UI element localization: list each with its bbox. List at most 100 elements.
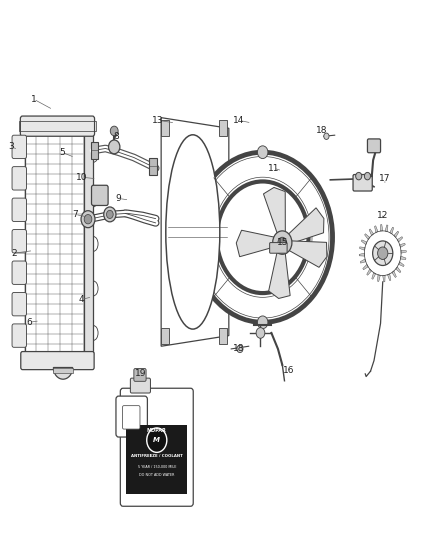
FancyBboxPatch shape	[134, 368, 146, 381]
Text: 15: 15	[276, 238, 288, 247]
Bar	[149, 158, 156, 174]
Text: 19: 19	[134, 369, 146, 378]
FancyBboxPatch shape	[12, 198, 26, 222]
FancyBboxPatch shape	[123, 406, 140, 429]
Polygon shape	[361, 240, 367, 245]
Bar	[25, 134, 84, 354]
Circle shape	[147, 428, 167, 453]
Polygon shape	[385, 225, 388, 232]
FancyBboxPatch shape	[20, 116, 95, 136]
Polygon shape	[264, 188, 285, 237]
Circle shape	[196, 157, 329, 318]
Text: 5 YEAR / 150,000 MILE: 5 YEAR / 150,000 MILE	[138, 465, 176, 469]
Text: 9: 9	[116, 194, 121, 203]
Circle shape	[324, 133, 329, 140]
Polygon shape	[390, 227, 394, 234]
FancyBboxPatch shape	[270, 243, 287, 253]
Polygon shape	[399, 243, 405, 247]
FancyBboxPatch shape	[116, 396, 148, 437]
Polygon shape	[388, 274, 391, 281]
Polygon shape	[400, 256, 406, 260]
Circle shape	[109, 140, 120, 154]
Circle shape	[193, 152, 332, 322]
Polygon shape	[383, 276, 385, 282]
Polygon shape	[401, 251, 406, 253]
Bar	[127, 425, 187, 494]
Polygon shape	[363, 264, 368, 270]
FancyBboxPatch shape	[12, 324, 26, 348]
Circle shape	[81, 211, 95, 228]
Text: 3: 3	[9, 142, 14, 151]
Polygon shape	[286, 208, 324, 245]
Text: 6: 6	[26, 318, 32, 327]
Text: 5: 5	[59, 148, 65, 157]
Text: 11: 11	[268, 164, 279, 173]
Bar	[84, 134, 93, 354]
Circle shape	[273, 231, 292, 254]
Circle shape	[237, 345, 243, 353]
Circle shape	[213, 177, 312, 297]
Text: 7: 7	[72, 210, 78, 219]
Circle shape	[378, 247, 388, 260]
Circle shape	[84, 214, 92, 224]
Text: DO NOT ADD WATER: DO NOT ADD WATER	[139, 473, 174, 477]
FancyBboxPatch shape	[123, 406, 140, 429]
Polygon shape	[369, 229, 374, 236]
FancyBboxPatch shape	[12, 293, 26, 316]
Circle shape	[256, 328, 265, 338]
Polygon shape	[161, 118, 229, 346]
FancyBboxPatch shape	[12, 261, 26, 285]
Polygon shape	[364, 234, 370, 240]
FancyBboxPatch shape	[367, 139, 381, 153]
Text: 2: 2	[11, 249, 17, 258]
Bar	[91, 142, 99, 159]
Text: 8: 8	[113, 132, 119, 141]
Text: 12: 12	[377, 212, 389, 221]
Text: ANTIFREEZE / COOLANT: ANTIFREEZE / COOLANT	[131, 454, 183, 458]
Polygon shape	[394, 231, 399, 237]
FancyBboxPatch shape	[120, 388, 193, 506]
Text: MOPAR: MOPAR	[147, 428, 166, 433]
Text: 4: 4	[79, 295, 84, 304]
Bar	[219, 120, 227, 136]
Polygon shape	[372, 272, 376, 279]
Polygon shape	[380, 224, 383, 231]
Text: 1: 1	[31, 94, 36, 103]
Polygon shape	[392, 271, 396, 278]
Text: M: M	[153, 437, 160, 443]
Circle shape	[104, 207, 116, 222]
Bar	[53, 368, 73, 373]
Circle shape	[364, 172, 371, 180]
Bar	[19, 122, 96, 131]
Ellipse shape	[166, 135, 220, 329]
Bar	[161, 328, 169, 344]
Wedge shape	[53, 368, 73, 379]
Bar	[219, 328, 227, 344]
Circle shape	[258, 316, 268, 329]
Circle shape	[106, 211, 113, 219]
Polygon shape	[396, 267, 401, 273]
Text: 14: 14	[233, 116, 244, 125]
Text: 16: 16	[283, 366, 295, 375]
Polygon shape	[399, 262, 404, 266]
FancyBboxPatch shape	[12, 167, 26, 190]
Text: 10: 10	[76, 173, 87, 182]
Text: 13: 13	[152, 116, 164, 125]
Circle shape	[356, 172, 362, 180]
Polygon shape	[286, 241, 327, 268]
FancyBboxPatch shape	[21, 352, 94, 369]
Polygon shape	[360, 247, 365, 251]
Circle shape	[258, 146, 268, 159]
FancyBboxPatch shape	[353, 174, 372, 191]
FancyBboxPatch shape	[131, 378, 150, 393]
Polygon shape	[378, 275, 380, 281]
Polygon shape	[359, 253, 364, 256]
Text: 18: 18	[316, 126, 327, 135]
Bar	[161, 120, 169, 136]
Polygon shape	[367, 269, 371, 275]
Polygon shape	[236, 230, 277, 257]
Text: 18: 18	[233, 344, 244, 353]
Polygon shape	[360, 259, 366, 263]
FancyBboxPatch shape	[12, 135, 26, 159]
Circle shape	[217, 181, 308, 293]
